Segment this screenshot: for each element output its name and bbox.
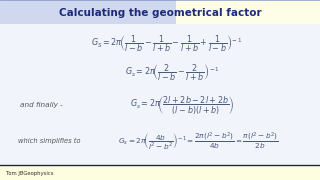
Text: $G_s = 2\pi\!\left(\dfrac{2}{l-b} - \dfrac{2}{l+b}\right)^{\!-1}$: $G_s = 2\pi\!\left(\dfrac{2}{l-b} - \dfr… (125, 63, 220, 83)
Bar (0, 0, 176, 24)
Bar (176, 0, 320, 24)
Text: and finally -: and finally - (20, 102, 63, 108)
Text: $G_S = 2\pi\!\left(\dfrac{1}{l-b} - \dfrac{1}{l+b} - \dfrac{1}{l+b} + \dfrac{1}{: $G_S = 2\pi\!\left(\dfrac{1}{l-b} - \dfr… (91, 34, 242, 54)
Text: Tom JBGeophysics: Tom JBGeophysics (6, 171, 54, 176)
Text: $G_s = 2\pi\!\left(\dfrac{2l+2b-2l+2b}{(l-b)(l+b)}\right)$: $G_s = 2\pi\!\left(\dfrac{2l+2b-2l+2b}{(… (130, 94, 235, 116)
Text: Calculating the geometrical factor: Calculating the geometrical factor (59, 8, 261, 19)
Bar (0, 165, 320, 180)
Text: $G_s = 2\pi\!\left(\dfrac{4b}{l^2-b^2}\right)^{\!-1}\!=\dfrac{2\pi(l^2-b^2)}{4b}: $G_s = 2\pi\!\left(\dfrac{4b}{l^2-b^2}\r… (118, 130, 279, 152)
Text: which simplifies to: which simplifies to (18, 138, 81, 144)
